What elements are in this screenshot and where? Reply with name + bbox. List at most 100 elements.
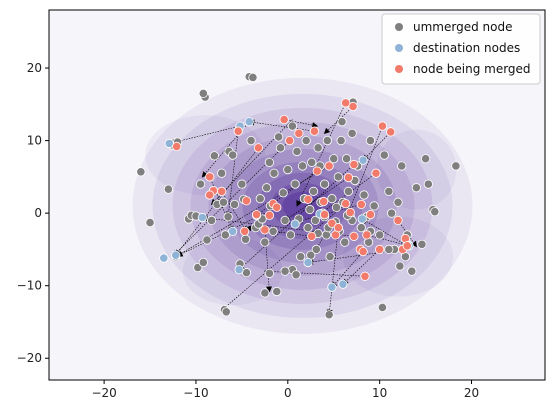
destination-point — [357, 214, 367, 224]
ummerged-point — [356, 223, 366, 233]
merging-point — [319, 209, 330, 220]
destination-point — [228, 226, 238, 236]
merging-point — [241, 196, 252, 206]
ummerged-point — [291, 270, 301, 280]
destination-point — [234, 265, 244, 275]
ummerged-point — [136, 167, 146, 177]
ummerged-point — [377, 302, 388, 313]
ummerged-point — [246, 135, 256, 146]
ummerged-point — [369, 201, 379, 211]
ummerged-point — [393, 197, 403, 207]
merging-point — [375, 244, 385, 255]
merging-point — [260, 225, 270, 235]
density-lobe — [145, 115, 266, 196]
density-level — [257, 172, 348, 239]
ummerged-point — [206, 215, 217, 225]
ummerged-point — [311, 244, 321, 255]
merging-point — [341, 98, 351, 108]
ummerged-point — [223, 212, 233, 222]
merging-point — [358, 246, 368, 257]
ummerged-point — [237, 179, 247, 189]
ummerged-point — [417, 239, 427, 249]
ummerged-point — [387, 208, 397, 218]
ummerged-point — [280, 215, 290, 225]
y-axis: −20 −10 0 10 20 — [17, 61, 49, 365]
ummerged-point — [221, 307, 231, 317]
ummerged-point — [255, 194, 265, 204]
destination-point — [358, 155, 368, 165]
merging-point — [365, 209, 376, 220]
x-tick-label: 0 — [284, 386, 292, 400]
merging-point — [371, 168, 381, 178]
merge-arrow — [366, 234, 411, 248]
merging-point — [377, 121, 388, 131]
ummerged-point — [209, 151, 219, 161]
ummerged-point — [325, 252, 335, 262]
merge-arrow — [361, 218, 408, 247]
legend-label-merging: node being merged — [413, 62, 531, 76]
merge-arrow — [238, 164, 355, 271]
density-lobe — [376, 129, 457, 210]
ummerged-point — [248, 72, 258, 83]
y-tick-label: −10 — [17, 279, 42, 293]
ummerged-point — [310, 215, 320, 225]
legend: ummerged node destination nodes node bei… — [381, 13, 541, 85]
merging-point — [272, 202, 282, 212]
ummerged-point — [287, 121, 298, 131]
ummerged-point — [198, 88, 208, 99]
legend-marker-destination — [395, 44, 403, 52]
ummerged-point — [322, 135, 332, 146]
ummerged-point — [343, 186, 354, 196]
ummerged-point — [395, 261, 405, 271]
ummerged-point — [451, 161, 461, 171]
merge-arrow — [248, 119, 315, 132]
ummerged-point — [423, 179, 433, 189]
ummerged-point — [275, 143, 286, 153]
merge-arrow — [362, 131, 391, 161]
merging-point — [312, 166, 322, 176]
merging-point — [348, 101, 358, 112]
ummerged-point — [365, 135, 376, 146]
merging-point — [172, 141, 182, 151]
ummerged-point — [218, 197, 229, 207]
x-tick-label: 20 — [464, 386, 479, 400]
merging-point — [253, 143, 264, 153]
merging-point — [307, 231, 317, 241]
y-tick-label: 10 — [27, 134, 42, 148]
ummerged-point — [278, 188, 288, 198]
merging-point — [264, 210, 275, 220]
density-level — [132, 77, 473, 334]
ummerged-point — [285, 230, 296, 240]
merging-point — [324, 161, 334, 171]
merge-arrow — [264, 229, 273, 293]
destination-point — [303, 257, 313, 268]
legend-label-ummerged: ummerged node — [413, 20, 512, 34]
merging-point — [233, 126, 243, 136]
merge-arrow — [209, 176, 234, 233]
merging-point — [343, 172, 354, 183]
ummerged-point — [375, 230, 385, 240]
merging-point — [341, 199, 351, 209]
merge-arrow — [319, 172, 377, 215]
y-tick-label: 0 — [34, 206, 42, 220]
ummerged-point — [379, 150, 389, 160]
merging-point — [362, 230, 372, 240]
x-tick-label: −10 — [183, 386, 208, 400]
ummerged-point — [262, 183, 272, 193]
ummerged-point — [411, 183, 422, 193]
merging-point — [251, 209, 262, 220]
ummerged-point — [264, 157, 275, 167]
ummerged-point — [260, 288, 270, 298]
merge-arrow — [263, 268, 365, 277]
destination-point — [338, 279, 348, 289]
ummerged-point — [229, 199, 240, 210]
ummerged-point — [269, 168, 279, 178]
ummerged-point — [290, 179, 300, 189]
destination-point — [171, 250, 181, 260]
ummerged-point — [195, 179, 206, 189]
merging-point — [393, 215, 403, 225]
merging-point — [309, 126, 320, 136]
merging-point — [217, 186, 227, 196]
merge-arrow — [225, 131, 239, 218]
ummerged-point — [163, 184, 174, 194]
